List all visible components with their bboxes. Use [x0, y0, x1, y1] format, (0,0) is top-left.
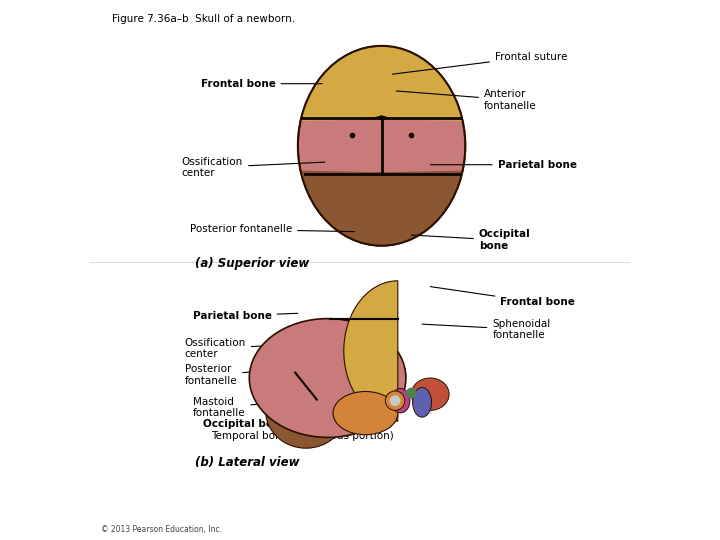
Polygon shape — [344, 281, 397, 421]
Text: © 2013 Pearson Education, Inc.: © 2013 Pearson Education, Inc. — [101, 524, 222, 534]
Ellipse shape — [266, 373, 346, 448]
Text: Ossification
center: Ossification center — [181, 157, 325, 178]
Text: (a) Superior view: (a) Superior view — [195, 256, 310, 269]
Text: Mastoid
fontanelle: Mastoid fontanelle — [193, 397, 295, 418]
Text: Posterior fontanelle: Posterior fontanelle — [190, 225, 354, 234]
Text: Ossification
center: Ossification center — [184, 338, 292, 359]
Text: (b) Lateral view: (b) Lateral view — [195, 456, 300, 469]
Ellipse shape — [333, 392, 397, 435]
Ellipse shape — [391, 389, 410, 413]
Ellipse shape — [249, 319, 406, 437]
Text: Frontal bone: Frontal bone — [431, 287, 575, 307]
Text: Figure 7.36a–b  Skull of a newborn.: Figure 7.36a–b Skull of a newborn. — [112, 14, 294, 24]
Text: Parietal bone: Parietal bone — [431, 160, 577, 170]
Ellipse shape — [411, 378, 449, 410]
Polygon shape — [300, 46, 463, 121]
Circle shape — [390, 395, 400, 406]
Polygon shape — [374, 174, 389, 176]
Circle shape — [385, 391, 405, 410]
Text: Occipital bone: Occipital bone — [203, 417, 317, 429]
Polygon shape — [373, 115, 390, 120]
Text: Parietal bone: Parietal bone — [193, 311, 298, 321]
Text: Temporal bone (squamous portion): Temporal bone (squamous portion) — [212, 431, 395, 441]
Text: Occipital
bone: Occipital bone — [411, 230, 531, 251]
Polygon shape — [300, 171, 463, 246]
Ellipse shape — [298, 46, 465, 246]
Ellipse shape — [413, 388, 431, 417]
Text: Frontal bone: Frontal bone — [201, 79, 322, 89]
Text: Posterior
fontanelle: Posterior fontanelle — [184, 364, 279, 386]
Text: Anterior
fontanelle: Anterior fontanelle — [396, 89, 537, 111]
Text: Sphenoidal
fontanelle: Sphenoidal fontanelle — [422, 319, 551, 340]
Ellipse shape — [406, 388, 417, 399]
Text: Frontal suture: Frontal suture — [392, 52, 567, 74]
